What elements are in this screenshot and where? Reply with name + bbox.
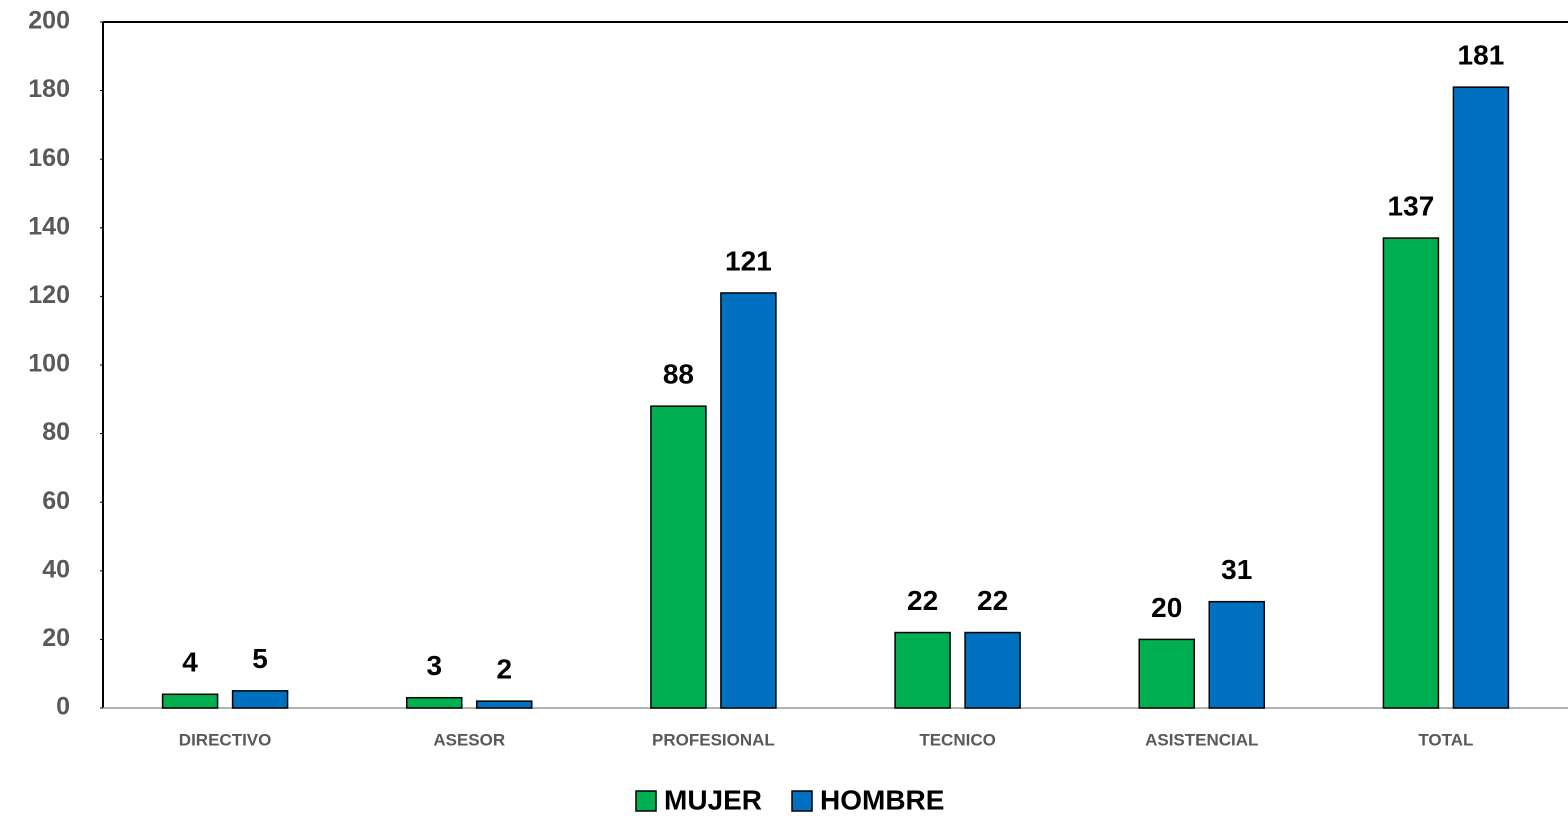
bar [720, 292, 777, 709]
x-tick-label: ASISTENCIAL [1145, 730, 1258, 749]
y-tick-label: 120 [28, 281, 70, 309]
bar [1208, 600, 1265, 709]
data-label: 121 [725, 245, 772, 276]
bar [964, 631, 1021, 709]
data-label: 3 [426, 650, 442, 681]
bar [894, 631, 951, 709]
data-label: 2 [496, 654, 512, 685]
data-label: 88 [663, 359, 694, 390]
y-tick-label: 140 [28, 212, 70, 240]
bar [231, 690, 289, 709]
y-tick-label: 20 [42, 624, 70, 652]
bar [1382, 237, 1440, 709]
x-tick-label: DIRECTIVO [179, 730, 272, 749]
legend-label: MUJER [664, 784, 762, 815]
data-label: 181 [1458, 40, 1505, 71]
data-label: 22 [977, 585, 1008, 616]
y-tick-label: 60 [42, 487, 70, 515]
bar [406, 696, 463, 709]
y-tick-label: 180 [28, 75, 70, 103]
data-label: 137 [1388, 190, 1435, 221]
data-label: 5 [252, 643, 268, 674]
y-tick-label: 80 [42, 418, 70, 446]
legend-label: HOMBRE [820, 784, 944, 815]
x-tick-label: PROFESIONAL [652, 730, 775, 749]
bar [476, 700, 533, 709]
x-tick-label: TOTAL [1418, 730, 1473, 749]
y-tick-label: 40 [42, 555, 70, 583]
y-tick-label: 0 [56, 693, 70, 721]
y-tick-label: 160 [28, 144, 70, 172]
data-label: 31 [1221, 554, 1252, 585]
legend-swatch [635, 790, 657, 812]
legend-swatch [791, 790, 813, 812]
x-tick-label: TECNICO [919, 730, 996, 749]
bar [650, 405, 707, 709]
y-tick-label: 200 [28, 7, 70, 35]
data-label: 4 [182, 647, 198, 678]
data-label: 20 [1151, 592, 1182, 623]
bar [1452, 86, 1510, 709]
y-tick-label: 100 [28, 350, 70, 378]
data-label: 22 [907, 585, 938, 616]
bar [161, 693, 219, 709]
bar [1138, 638, 1195, 709]
x-tick-label: ASESOR [433, 730, 505, 749]
